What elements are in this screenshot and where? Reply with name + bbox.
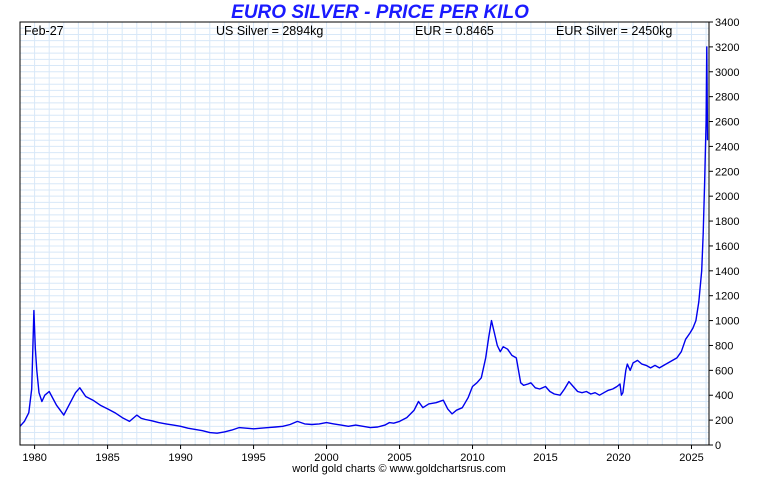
y-tick-label: 0 <box>715 440 721 452</box>
plot-frame <box>19 21 710 446</box>
y-tick-label: 1000 <box>715 316 739 328</box>
y-tick-label: 1400 <box>715 266 739 278</box>
x-tick-label: 1995 <box>241 452 265 464</box>
x-tick-label: 1990 <box>168 452 192 464</box>
y-tick-label: 3200 <box>715 42 739 54</box>
y-tick-label: 1600 <box>715 241 739 253</box>
chart-title: EURO SILVER - PRICE PER KILO <box>231 2 529 23</box>
series-line <box>19 46 709 434</box>
y-tick-label: 1200 <box>715 291 739 303</box>
y-tick-label: 2600 <box>715 117 739 129</box>
y-tick-label: 400 <box>715 390 733 402</box>
x-tick-label: 2020 <box>606 452 630 464</box>
us-silver-label: US Silver = 2894kg <box>216 24 323 38</box>
series-layer <box>19 46 709 434</box>
y-tick-label: 200 <box>715 415 733 427</box>
x-tick-label: 1985 <box>95 452 119 464</box>
y-tick-label: 3000 <box>715 67 739 79</box>
eur-rate-label: EUR = 0.8465 <box>415 24 494 38</box>
y-tick-label: 2400 <box>715 141 739 153</box>
y-tick-label: 3400 <box>715 17 739 29</box>
credit-label: world gold charts © www.goldchartsrus.co… <box>291 463 506 475</box>
tick-layer: 1980 1985 1990 1995 2000 2005 2010 2015 2020 2025… <box>22 17 739 464</box>
y-tick-label: 1800 <box>715 216 739 228</box>
x-tick-label: 1980 <box>22 452 46 464</box>
y-tick-label: 600 <box>715 365 733 377</box>
x-tick-label: 2010 <box>460 452 484 464</box>
y-tick-label: 2000 <box>715 191 739 203</box>
eur-silver-label: EUR Silver = 2450kg <box>556 24 672 38</box>
x-tick-label: 2025 <box>679 452 703 464</box>
date-label: Feb-27 <box>24 24 64 38</box>
x-tick-label: 2015 <box>533 452 557 464</box>
y-tick-label: 800 <box>715 340 733 352</box>
y-tick-label: 2800 <box>715 92 739 104</box>
x-tick-label: 2005 <box>387 452 411 464</box>
y-tick-label: 2200 <box>715 166 739 178</box>
x-tick-label: 2000 <box>314 452 338 464</box>
